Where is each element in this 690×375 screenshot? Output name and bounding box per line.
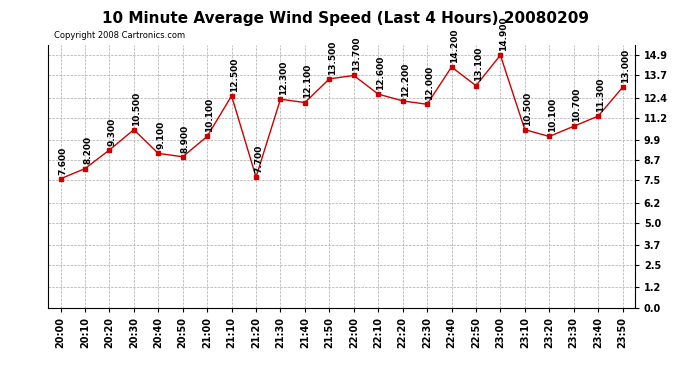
Text: Copyright 2008 Cartronics.com: Copyright 2008 Cartronics.com	[55, 31, 186, 40]
Text: 8.200: 8.200	[83, 136, 92, 165]
Text: 9.100: 9.100	[157, 121, 166, 149]
Text: 13.100: 13.100	[474, 47, 483, 81]
Text: 7.700: 7.700	[255, 144, 264, 173]
Text: 7.600: 7.600	[59, 146, 68, 175]
Text: 12.600: 12.600	[377, 56, 386, 90]
Text: 12.300: 12.300	[279, 61, 288, 95]
Text: 12.200: 12.200	[401, 62, 410, 97]
Text: 10.500: 10.500	[132, 91, 141, 126]
Text: 14.900: 14.900	[499, 16, 508, 51]
Text: 10.100: 10.100	[548, 98, 557, 132]
Text: 13.500: 13.500	[328, 40, 337, 75]
Text: 12.500: 12.500	[230, 57, 239, 92]
Text: 11.300: 11.300	[596, 78, 605, 112]
Text: 10.100: 10.100	[206, 98, 215, 132]
Text: 13.700: 13.700	[352, 37, 361, 71]
Text: 9.300: 9.300	[108, 118, 117, 146]
Text: 10 Minute Average Wind Speed (Last 4 Hours) 20080209: 10 Minute Average Wind Speed (Last 4 Hou…	[101, 11, 589, 26]
Text: 8.900: 8.900	[181, 124, 190, 153]
Text: 14.200: 14.200	[450, 28, 459, 63]
Text: 13.000: 13.000	[621, 49, 630, 83]
Text: 12.000: 12.000	[425, 66, 435, 100]
Text: 10.500: 10.500	[523, 91, 532, 126]
Text: 12.100: 12.100	[303, 64, 312, 98]
Text: 10.700: 10.700	[572, 88, 581, 122]
